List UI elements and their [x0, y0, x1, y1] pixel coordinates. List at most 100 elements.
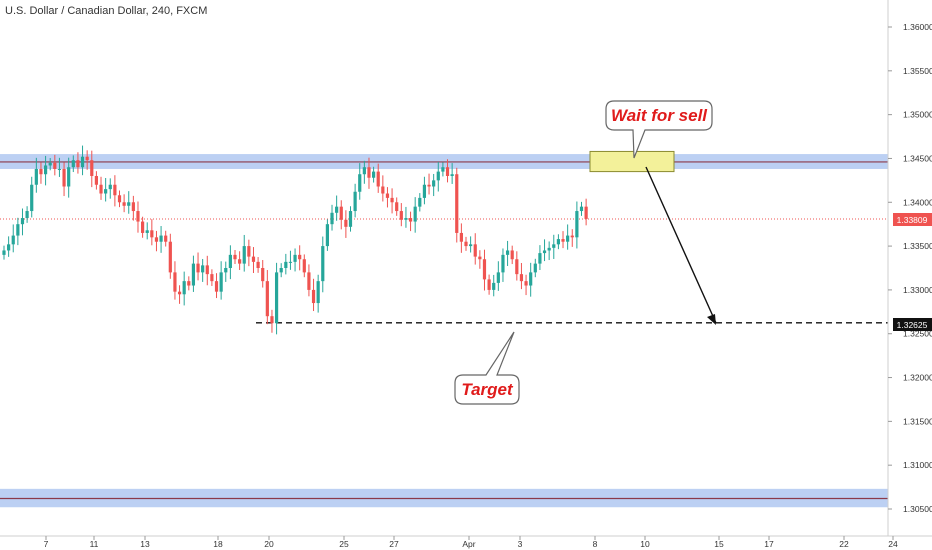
price-tick-label: 1.30500 [903, 504, 932, 514]
candle [422, 176, 427, 205]
candle [441, 162, 445, 177]
candle [113, 175, 117, 207]
candle-body [127, 202, 131, 206]
candle-body [575, 211, 579, 238]
candle-body [274, 272, 279, 324]
candle [270, 309, 274, 333]
price-axis[interactable]: 1.36000 1.35500 1.35000 1.34500 1.34000 1.335… [888, 22, 932, 514]
candle-body [177, 291, 182, 295]
candle-body [584, 206, 588, 219]
candle-body [113, 184, 117, 196]
candle [390, 188, 394, 214]
candle-body [150, 230, 154, 238]
candle-body [43, 165, 48, 175]
candle [408, 211, 413, 232]
price-tick-label: 1.31500 [903, 416, 932, 426]
time-tick-label: 10 [640, 539, 650, 549]
candle [413, 197, 417, 233]
candle-body [284, 261, 288, 268]
candle-body [399, 211, 403, 220]
candle [367, 157, 371, 189]
candle-body [316, 281, 320, 304]
candle [575, 201, 579, 249]
candle-body [455, 174, 459, 233]
candle [182, 271, 186, 306]
candle-body [307, 272, 311, 290]
candle-body [16, 224, 20, 236]
candle [584, 198, 588, 226]
price-tick-label: 1.31000 [903, 460, 932, 470]
candle-body [205, 265, 209, 275]
candle [284, 253, 288, 275]
candle [344, 210, 348, 238]
candle [362, 160, 366, 184]
sell-arrow [645, 166, 717, 325]
candle [404, 206, 408, 228]
candle [168, 233, 172, 279]
candle-body [122, 202, 126, 206]
candle-body [270, 316, 274, 324]
candle [496, 261, 500, 291]
candle-body [210, 274, 214, 282]
candle-body [395, 202, 399, 212]
candle-body [501, 254, 505, 273]
candle-body [552, 244, 556, 248]
candle-body [256, 261, 260, 268]
candle [385, 187, 390, 208]
candle [7, 236, 11, 257]
target-callout: Target [454, 331, 520, 405]
time-tick-label: 11 [90, 539, 99, 549]
price-tick-label: 1.36000 [903, 22, 932, 32]
candle [279, 263, 283, 278]
candle-body [94, 175, 98, 185]
candle [552, 234, 556, 259]
candle [519, 263, 524, 290]
candle [141, 216, 145, 238]
time-tick-label: 25 [339, 539, 349, 549]
candle [316, 274, 320, 313]
candle [459, 223, 463, 253]
candle-body [469, 244, 473, 247]
candle-body [131, 202, 135, 212]
candle [71, 155, 75, 173]
candle-body [99, 184, 103, 194]
candle-body [80, 156, 85, 168]
candle-body [288, 261, 293, 263]
candle [293, 248, 297, 272]
time-tick-label: 20 [264, 539, 274, 549]
candle-body [48, 162, 52, 166]
candle-body [2, 250, 6, 255]
candle-body [353, 191, 357, 212]
candle [372, 166, 376, 183]
candle-body [408, 218, 413, 222]
candle [122, 194, 126, 213]
candle [150, 219, 154, 246]
candle-body [510, 250, 514, 260]
candle [538, 245, 542, 271]
time-axis[interactable]: 7 11 13 18 20 25 27 Apr 3 8 10 15 17 22 24 [44, 536, 898, 549]
candle-body [62, 168, 66, 187]
candle [48, 158, 52, 171]
candle-body [7, 244, 11, 251]
candle-body [191, 263, 196, 286]
candle [219, 261, 223, 300]
candle-body [432, 180, 436, 187]
candle-body [492, 282, 496, 290]
candle-body [325, 224, 329, 247]
candle [67, 157, 71, 198]
target-label: Target [461, 380, 514, 399]
candle [348, 206, 353, 232]
candle [136, 201, 140, 233]
candle-body [519, 274, 524, 282]
candle [57, 157, 62, 177]
candle [76, 152, 80, 174]
candle [39, 162, 43, 184]
candle [556, 234, 560, 250]
wait-for-sell-label: Wait for sell [611, 106, 708, 125]
candle-body [90, 160, 94, 176]
candle [210, 269, 214, 286]
candle [53, 154, 57, 176]
candle [395, 197, 399, 216]
candle-body [413, 206, 417, 222]
